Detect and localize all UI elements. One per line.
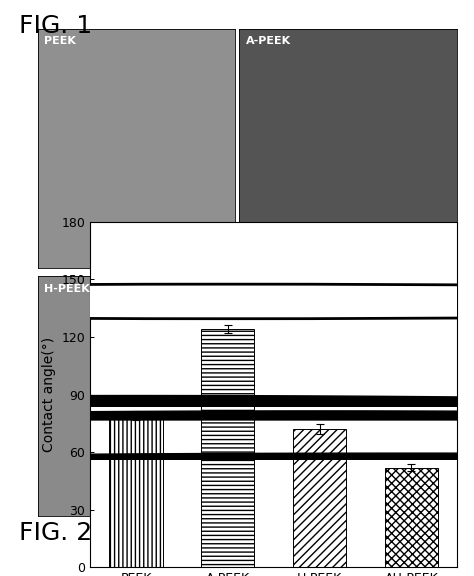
- Y-axis label: Contact angle(°): Contact angle(°): [42, 337, 56, 452]
- Polygon shape: [0, 396, 474, 406]
- Text: AH-PEEK: AH-PEEK: [246, 283, 301, 294]
- Circle shape: [0, 284, 474, 319]
- Text: 200 nm: 200 nm: [379, 235, 414, 244]
- Text: FIG. 2: FIG. 2: [19, 521, 92, 545]
- Polygon shape: [0, 453, 474, 459]
- Polygon shape: [0, 411, 474, 419]
- Text: PEEK: PEEK: [44, 36, 76, 46]
- Bar: [109, 416, 163, 567]
- Bar: [293, 429, 346, 567]
- Bar: [201, 329, 255, 567]
- Text: A-PEEK: A-PEEK: [246, 36, 291, 46]
- Text: H-PEEK: H-PEEK: [44, 283, 90, 294]
- Text: 200 nm: 200 nm: [379, 483, 414, 492]
- Text: FIG. 1: FIG. 1: [19, 14, 92, 39]
- Bar: [385, 468, 438, 567]
- Text: 200 nm: 200 nm: [162, 235, 197, 244]
- Text: 200 nm: 200 nm: [162, 483, 197, 492]
